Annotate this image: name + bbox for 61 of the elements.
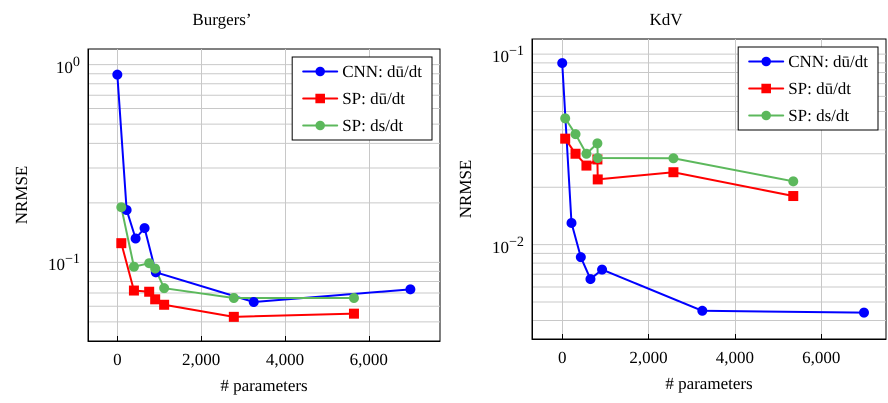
point: [130, 234, 141, 244]
legend-label: SP: ds/dt: [342, 116, 404, 135]
point: [788, 191, 798, 202]
x-axis-title: # parameters: [220, 376, 308, 395]
point: [159, 283, 170, 294]
point: [128, 262, 139, 272]
point: [116, 238, 126, 248]
point: [228, 293, 239, 304]
point: [128, 286, 139, 296]
point: [144, 286, 154, 297]
chart-title: Burgers’: [192, 10, 252, 29]
y-tick-label: 10$^{−1}$: [48, 250, 80, 276]
legend-label: SP: dū/dt: [342, 89, 406, 108]
point: [159, 300, 170, 310]
x-tick-label: 6,000: [802, 348, 840, 367]
point: [348, 308, 359, 319]
point: [697, 306, 708, 316]
point: [112, 70, 122, 80]
point: [788, 176, 798, 186]
point: [581, 160, 592, 171]
x-tick-label: 0: [113, 350, 122, 369]
point: [585, 274, 596, 284]
point: [248, 297, 259, 307]
x-axis-title: # parameters: [665, 374, 753, 393]
point: [150, 294, 160, 304]
x-tick-label: 4,000: [716, 348, 754, 367]
point: [576, 252, 586, 262]
point: [566, 218, 576, 228]
legend-label: CNN: dū/dt: [342, 62, 422, 81]
point: [140, 223, 150, 234]
point: [668, 167, 678, 178]
legend-label: SP: dū/dt: [788, 79, 852, 98]
x-tick-label: 2,000: [629, 348, 668, 367]
point: [597, 264, 608, 275]
y-axis-title: NRMSE: [456, 160, 475, 218]
point: [592, 138, 602, 148]
point: [405, 284, 416, 294]
point: [570, 129, 581, 140]
point: [668, 153, 678, 164]
point: [116, 202, 126, 212]
point: [150, 264, 160, 274]
x-tick-label: 2,000: [182, 350, 220, 369]
point: [560, 134, 570, 144]
point: [557, 58, 568, 68]
x-tick-label: 0: [558, 348, 566, 367]
chart-title: KdV: [649, 10, 684, 29]
legend-label: CNN: dū/dt: [788, 52, 868, 71]
legend-label: SP: ds/dt: [788, 106, 850, 125]
y-axis-title: NRMSE: [12, 166, 31, 224]
y-tick-label: 10$^{−2}$: [492, 232, 524, 258]
point: [560, 113, 570, 124]
point: [228, 312, 239, 322]
point: [348, 293, 359, 304]
y-tick-label: 10$^{0}$: [56, 52, 80, 78]
point: [581, 148, 592, 159]
point: [570, 148, 581, 159]
x-tick-label: 6,000: [350, 350, 388, 369]
point: [592, 174, 603, 184]
point: [858, 308, 869, 318]
x-tick-label: 4,000: [266, 350, 304, 369]
y-tick-label: 10$^{−1}$: [492, 42, 524, 67]
